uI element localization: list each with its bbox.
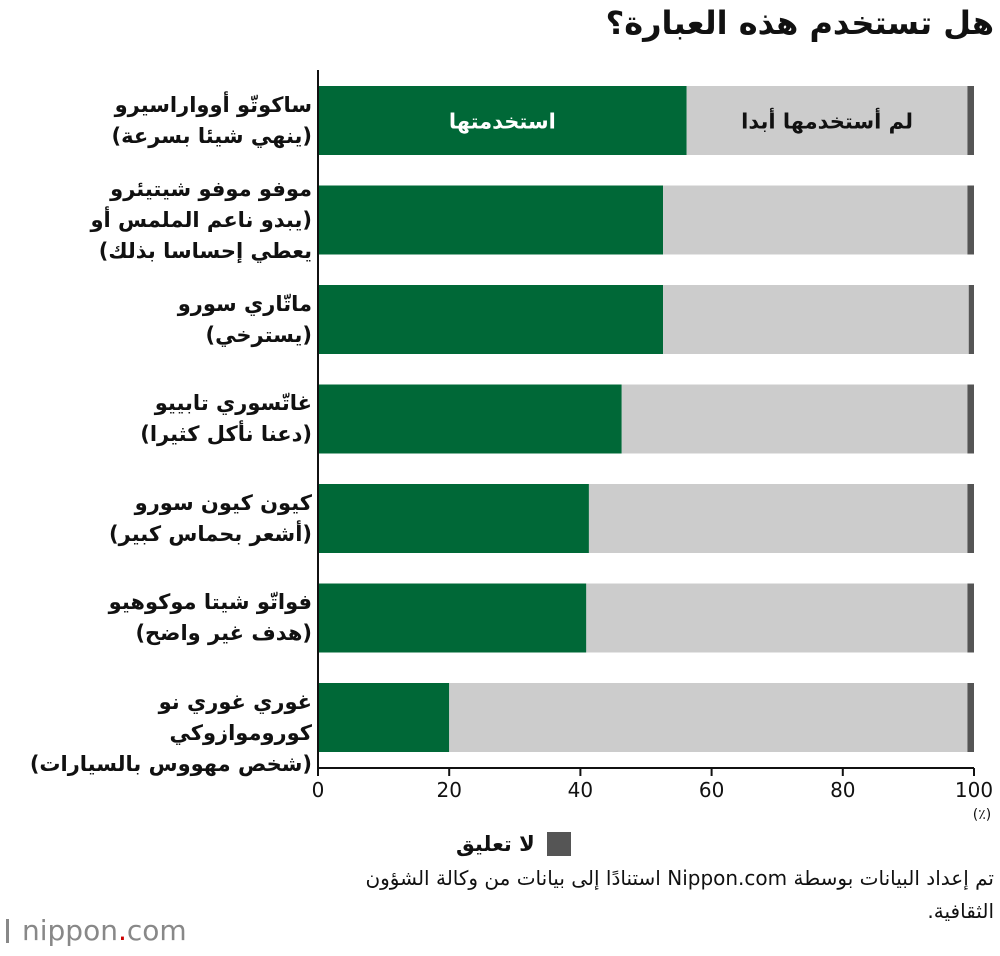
bar-no-comment-3 bbox=[968, 285, 974, 354]
category-label-3-line-2: (يسترخي) bbox=[205, 322, 312, 347]
nippon-logo: nippon. com bbox=[6, 914, 187, 947]
category-label-5-line-1: كيون كيون سورو bbox=[134, 490, 312, 515]
logo-tld: com bbox=[126, 914, 187, 947]
category-label-1-line-1: ساكوتّو أوواراسيرو bbox=[114, 92, 312, 117]
bar-never-used-1 bbox=[686, 86, 968, 155]
logo-text: nippon bbox=[22, 914, 118, 947]
category-label-7-line-1: غوري غوري نو كوروموازوكي bbox=[158, 689, 312, 745]
category-label-4: غاتّسوري تابييو (دعنا نأكل كثيرا) bbox=[12, 388, 312, 450]
bar-no-comment-4 bbox=[967, 384, 974, 454]
x-tick-label-100: 100 bbox=[955, 778, 993, 802]
source-note: تم إعداد البيانات بوسطة Nippon.com استنا… bbox=[365, 866, 994, 923]
inline-label-never-used: لم أستخدمها أبدا bbox=[741, 107, 913, 134]
category-label-5-line-2: (أشعر بحماس كبير) bbox=[109, 521, 312, 546]
bar-never-used-2 bbox=[663, 185, 968, 255]
bar-used-7 bbox=[318, 683, 450, 752]
x-axis-unit: (٪) bbox=[973, 807, 991, 823]
bar-no-comment-6 bbox=[967, 583, 974, 653]
category-label-7: غوري غوري نو كوروموازوكي (شخص مهووس بالسي… bbox=[12, 687, 312, 780]
category-label-2-line-2: (يبدو ناعم الملمس أو bbox=[90, 207, 312, 232]
category-label-1: ساكوتّو أوواراسيرو (ينهي شيئا بسرعة) bbox=[12, 90, 312, 152]
legend-label-no-comment: لا تعليق bbox=[456, 832, 535, 856]
x-tick-label-20: 20 bbox=[436, 778, 461, 802]
bar-used-6 bbox=[318, 583, 587, 653]
bar-used-2 bbox=[318, 185, 664, 255]
category-label-6-line-2: (هدف غير واضح) bbox=[135, 621, 312, 645]
category-label-3: ماتّاري سورو (يسترخي) bbox=[12, 289, 312, 351]
category-label-2-line-3: يعطي إحساسا بذلك) bbox=[98, 238, 312, 263]
bar-used-3 bbox=[318, 285, 664, 354]
category-label-6: فواتّو شيتا موكوهيو (هدف غير واضح) bbox=[12, 587, 312, 649]
category-label-4-line-2: (دعنا نأكل كثيرا) bbox=[140, 422, 312, 446]
bar-never-used-5 bbox=[588, 484, 968, 553]
bar-no-comment-7 bbox=[967, 683, 974, 752]
x-tick-label-80: 80 bbox=[830, 778, 855, 802]
logo-dot: . bbox=[117, 914, 127, 947]
bar-used-5 bbox=[318, 484, 589, 553]
x-tick-label-0: 0 bbox=[312, 778, 325, 802]
bar-no-comment-1 bbox=[967, 86, 974, 155]
bar-never-used-7 bbox=[449, 683, 968, 752]
category-label-4-line-1: غاتّسوري تابييو bbox=[154, 391, 312, 415]
inline-label-used: استخدمتها bbox=[449, 110, 556, 134]
legend-swatch-no-comment bbox=[546, 832, 571, 856]
bar-no-comment-2 bbox=[967, 185, 974, 255]
category-label-2: موفو موفو شيتيئرو (يبدو ناعم الملمس أو يعط… bbox=[12, 174, 312, 267]
category-label-1-line-2: (ينهي شيئا بسرعة) bbox=[111, 123, 312, 148]
category-label-3-line-1: ماتّاري سورو bbox=[177, 291, 312, 316]
category-label-7-line-2: (شخص مهووس بالسيارات) bbox=[29, 751, 312, 776]
category-label-6-line-1: فواتّو شيتا موكوهيو bbox=[108, 590, 312, 614]
category-label-2-line-1: موفو موفو شيتيئرو bbox=[110, 176, 312, 201]
x-tick-label-60: 60 bbox=[699, 778, 724, 802]
legend: لا تعليق bbox=[456, 829, 571, 859]
x-tick-label-40: 40 bbox=[568, 778, 593, 802]
category-label-5: كيون كيون سورو (أشعر بحماس كبير) bbox=[12, 488, 312, 550]
bar-chart: استخدمتها لم أستخدمها أبدا 0 20 40 60 80 100 (٪) bbox=[312, 70, 993, 823]
bar-used-4 bbox=[318, 384, 622, 454]
bar-no-comment-5 bbox=[967, 484, 974, 553]
chart-title: هل تستخدم هذه العبارة؟ bbox=[605, 4, 994, 42]
bar-never-used-6 bbox=[586, 583, 968, 653]
bar-never-used-3 bbox=[663, 285, 969, 354]
bar-used-1 bbox=[318, 86, 687, 155]
logo-mark-icon bbox=[6, 918, 14, 943]
bar-never-used-4 bbox=[621, 384, 968, 454]
